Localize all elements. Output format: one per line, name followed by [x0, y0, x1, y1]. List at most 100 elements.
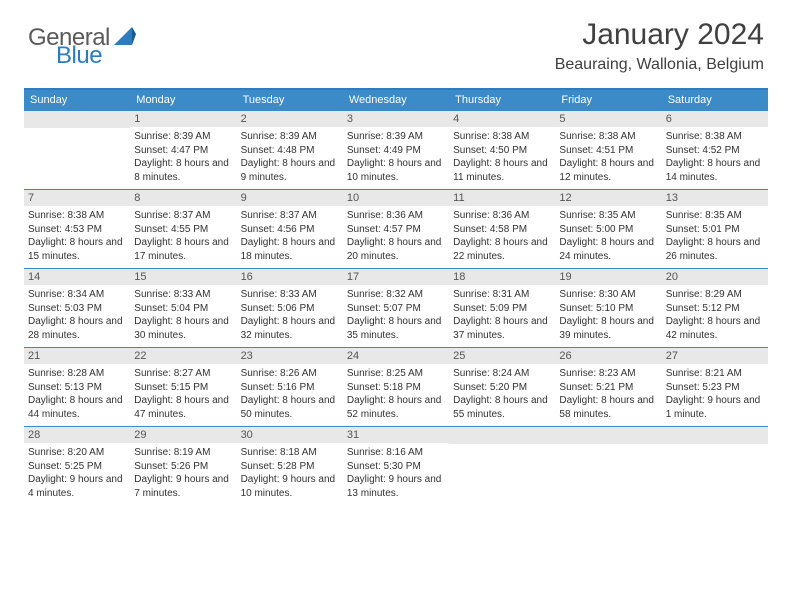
sunrise-text: Sunrise: 8:37 AM [134, 209, 232, 223]
day-number: 7 [24, 190, 130, 206]
day-content: Sunrise: 8:36 AMSunset: 4:58 PMDaylight:… [449, 206, 555, 265]
sunrise-text: Sunrise: 8:39 AM [134, 130, 232, 144]
weekday-header: Thursday [449, 90, 555, 110]
day-content: Sunrise: 8:19 AMSunset: 5:26 PMDaylight:… [130, 443, 236, 502]
day-content: Sunrise: 8:39 AMSunset: 4:47 PMDaylight:… [130, 127, 236, 186]
day-number: 30 [237, 427, 343, 443]
daylight-text: Daylight: 9 hours and 4 minutes. [28, 473, 126, 500]
day-cell: 28Sunrise: 8:20 AMSunset: 5:25 PMDayligh… [24, 427, 130, 505]
sunset-text: Sunset: 4:57 PM [347, 223, 445, 237]
day-content: Sunrise: 8:18 AMSunset: 5:28 PMDaylight:… [237, 443, 343, 502]
sunset-text: Sunset: 4:58 PM [453, 223, 551, 237]
day-content: Sunrise: 8:20 AMSunset: 5:25 PMDaylight:… [24, 443, 130, 502]
day-number: 2 [237, 111, 343, 127]
sunrise-text: Sunrise: 8:30 AM [559, 288, 657, 302]
day-content: Sunrise: 8:27 AMSunset: 5:15 PMDaylight:… [130, 364, 236, 423]
sunrise-text: Sunrise: 8:38 AM [453, 130, 551, 144]
week-row: 7Sunrise: 8:38 AMSunset: 4:53 PMDaylight… [24, 189, 768, 268]
daylight-text: Daylight: 8 hours and 39 minutes. [559, 315, 657, 342]
daylight-text: Daylight: 8 hours and 18 minutes. [241, 236, 339, 263]
day-number: 25 [449, 348, 555, 364]
sunrise-text: Sunrise: 8:33 AM [241, 288, 339, 302]
day-number: 19 [555, 269, 661, 285]
week-row: 21Sunrise: 8:28 AMSunset: 5:13 PMDayligh… [24, 347, 768, 426]
day-cell: 4Sunrise: 8:38 AMSunset: 4:50 PMDaylight… [449, 111, 555, 189]
day-cell: 12Sunrise: 8:35 AMSunset: 5:00 PMDayligh… [555, 190, 661, 268]
day-number: 3 [343, 111, 449, 127]
daylight-text: Daylight: 8 hours and 44 minutes. [28, 394, 126, 421]
weekday-header: Friday [555, 90, 661, 110]
sunrise-text: Sunrise: 8:36 AM [347, 209, 445, 223]
day-content: Sunrise: 8:36 AMSunset: 4:57 PMDaylight:… [343, 206, 449, 265]
sunrise-text: Sunrise: 8:33 AM [134, 288, 232, 302]
day-cell [555, 427, 661, 505]
brand-logo: General Blue [28, 24, 138, 52]
day-content: Sunrise: 8:29 AMSunset: 5:12 PMDaylight:… [662, 285, 768, 344]
day-cell: 30Sunrise: 8:18 AMSunset: 5:28 PMDayligh… [237, 427, 343, 505]
sunset-text: Sunset: 4:56 PM [241, 223, 339, 237]
sunrise-text: Sunrise: 8:29 AM [666, 288, 764, 302]
day-number: 9 [237, 190, 343, 206]
sunset-text: Sunset: 5:25 PM [28, 460, 126, 474]
day-cell: 9Sunrise: 8:37 AMSunset: 4:56 PMDaylight… [237, 190, 343, 268]
day-cell [662, 427, 768, 505]
sunrise-text: Sunrise: 8:37 AM [241, 209, 339, 223]
daylight-text: Daylight: 8 hours and 50 minutes. [241, 394, 339, 421]
day-cell: 29Sunrise: 8:19 AMSunset: 5:26 PMDayligh… [130, 427, 236, 505]
sunset-text: Sunset: 5:15 PM [134, 381, 232, 395]
sunrise-text: Sunrise: 8:18 AM [241, 446, 339, 460]
sunset-text: Sunset: 5:00 PM [559, 223, 657, 237]
sunrise-text: Sunrise: 8:21 AM [666, 367, 764, 381]
sunrise-text: Sunrise: 8:27 AM [134, 367, 232, 381]
daylight-text: Daylight: 8 hours and 47 minutes. [134, 394, 232, 421]
day-content: Sunrise: 8:34 AMSunset: 5:03 PMDaylight:… [24, 285, 130, 344]
day-number: 5 [555, 111, 661, 127]
day-cell: 21Sunrise: 8:28 AMSunset: 5:13 PMDayligh… [24, 348, 130, 426]
sunrise-text: Sunrise: 8:35 AM [666, 209, 764, 223]
sunset-text: Sunset: 5:12 PM [666, 302, 764, 316]
day-cell: 18Sunrise: 8:31 AMSunset: 5:09 PMDayligh… [449, 269, 555, 347]
sunset-text: Sunset: 4:53 PM [28, 223, 126, 237]
day-content: Sunrise: 8:35 AMSunset: 5:00 PMDaylight:… [555, 206, 661, 265]
daylight-text: Daylight: 8 hours and 55 minutes. [453, 394, 551, 421]
sunrise-text: Sunrise: 8:20 AM [28, 446, 126, 460]
day-number: 26 [555, 348, 661, 364]
day-content: Sunrise: 8:38 AMSunset: 4:51 PMDaylight:… [555, 127, 661, 186]
day-cell: 17Sunrise: 8:32 AMSunset: 5:07 PMDayligh… [343, 269, 449, 347]
sunset-text: Sunset: 4:51 PM [559, 144, 657, 158]
sunset-text: Sunset: 5:10 PM [559, 302, 657, 316]
daylight-text: Daylight: 9 hours and 7 minutes. [134, 473, 232, 500]
sunrise-text: Sunrise: 8:36 AM [453, 209, 551, 223]
day-cell [24, 111, 130, 189]
day-cell [449, 427, 555, 505]
daylight-text: Daylight: 8 hours and 9 minutes. [241, 157, 339, 184]
day-content: Sunrise: 8:24 AMSunset: 5:20 PMDaylight:… [449, 364, 555, 423]
month-title: January 2024 [555, 18, 764, 52]
daylight-text: Daylight: 8 hours and 42 minutes. [666, 315, 764, 342]
day-number: 22 [130, 348, 236, 364]
day-number: 13 [662, 190, 768, 206]
daylight-text: Daylight: 8 hours and 11 minutes. [453, 157, 551, 184]
sunset-text: Sunset: 4:49 PM [347, 144, 445, 158]
day-content: Sunrise: 8:37 AMSunset: 4:56 PMDaylight:… [237, 206, 343, 265]
sunset-text: Sunset: 5:06 PM [241, 302, 339, 316]
sunset-text: Sunset: 5:13 PM [28, 381, 126, 395]
day-number: 4 [449, 111, 555, 127]
day-number: 16 [237, 269, 343, 285]
sunrise-text: Sunrise: 8:25 AM [347, 367, 445, 381]
sunset-text: Sunset: 5:28 PM [241, 460, 339, 474]
week-row: 28Sunrise: 8:20 AMSunset: 5:25 PMDayligh… [24, 426, 768, 505]
weekday-header: Wednesday [343, 90, 449, 110]
daylight-text: Daylight: 8 hours and 14 minutes. [666, 157, 764, 184]
day-content: Sunrise: 8:39 AMSunset: 4:49 PMDaylight:… [343, 127, 449, 186]
daylight-text: Daylight: 8 hours and 37 minutes. [453, 315, 551, 342]
day-content: Sunrise: 8:38 AMSunset: 4:52 PMDaylight:… [662, 127, 768, 186]
sunrise-text: Sunrise: 8:24 AM [453, 367, 551, 381]
day-cell: 20Sunrise: 8:29 AMSunset: 5:12 PMDayligh… [662, 269, 768, 347]
day-content: Sunrise: 8:35 AMSunset: 5:01 PMDaylight:… [662, 206, 768, 265]
day-cell: 27Sunrise: 8:21 AMSunset: 5:23 PMDayligh… [662, 348, 768, 426]
sunrise-text: Sunrise: 8:34 AM [28, 288, 126, 302]
daylight-text: Daylight: 8 hours and 24 minutes. [559, 236, 657, 263]
daylight-text: Daylight: 8 hours and 32 minutes. [241, 315, 339, 342]
sunset-text: Sunset: 4:48 PM [241, 144, 339, 158]
